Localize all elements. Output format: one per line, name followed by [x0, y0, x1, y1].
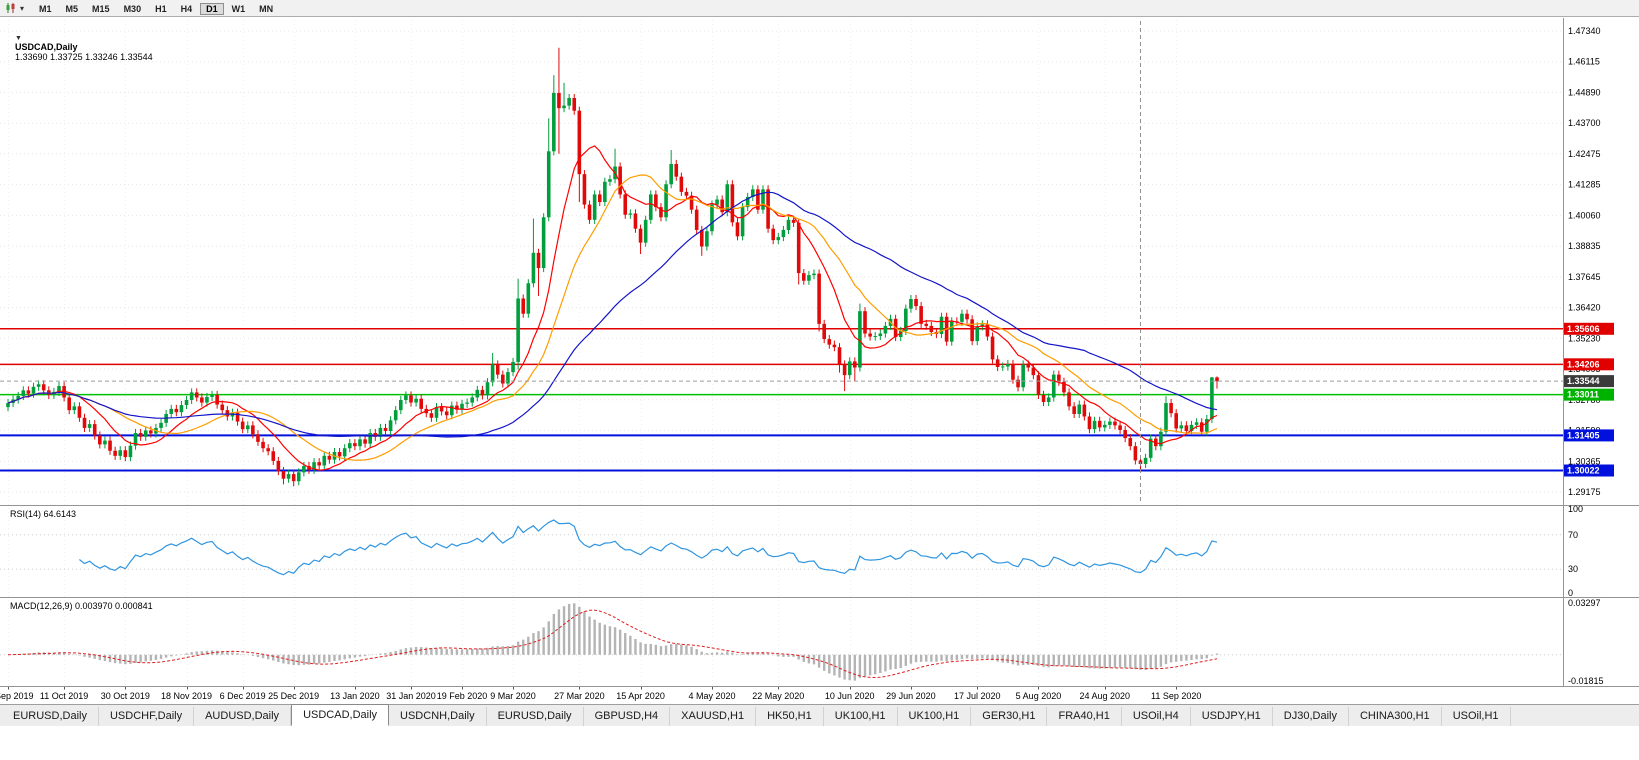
chart-canvas[interactable]: 1.47340 1.46115 1.44890 1.43700 1.42475 1.412… — [0, 18, 1639, 704]
svg-text:1.29175: 1.29175 — [1568, 487, 1601, 497]
timeframe-button-MN[interactable]: MN — [259, 4, 274, 14]
svg-text:1.31405: 1.31405 — [1567, 430, 1600, 440]
rsi-indicator-label: RSI(14) 64.6143 — [10, 509, 77, 519]
svg-text:29 Jun 2020: 29 Jun 2020 — [886, 691, 936, 701]
macd-layer — [0, 603, 1563, 681]
period-buttons: M1 M5 M15 M30 H1 H4 D1 W1 MN — [32, 0, 280, 17]
symbol-dropdown-icon[interactable]: ▼ — [15, 35, 22, 42]
svg-text:1.40060: 1.40060 — [1568, 210, 1601, 220]
moving-averages-layer — [7, 145, 1218, 471]
chart-tab-GBPUSD-H4[interactable]: GBPUSD,H4 — [584, 707, 671, 726]
svg-text:6 Dec 2019: 6 Dec 2019 — [220, 691, 266, 701]
svg-text:1.47340: 1.47340 — [1568, 26, 1601, 36]
chart-tab-USOil-H4[interactable]: USOil,H4 — [1122, 707, 1191, 726]
svg-text:1.44890: 1.44890 — [1568, 87, 1601, 97]
svg-text:1.30022: 1.30022 — [1567, 466, 1600, 476]
svg-text:15 Apr 2020: 15 Apr 2020 — [616, 691, 665, 701]
svg-text:1.36420: 1.36420 — [1568, 303, 1601, 313]
chart-tab-USDCAD-Daily[interactable]: USDCAD,Daily — [291, 704, 390, 726]
chart-type-icon[interactable] — [4, 2, 18, 14]
timeframe-button-M15[interactable]: M15 — [92, 4, 110, 14]
svg-text:30 Oct 2019: 30 Oct 2019 — [101, 691, 150, 701]
svg-text:1.34206: 1.34206 — [1567, 359, 1600, 369]
svg-text:4 May 2020: 4 May 2020 — [688, 691, 735, 701]
svg-text:1.30365: 1.30365 — [1568, 456, 1601, 466]
chart-tab-USOil-H1[interactable]: USOil,H1 — [1442, 707, 1511, 726]
chart-tab-UK100-H1[interactable]: UK100,H1 — [898, 707, 972, 726]
svg-text:25 Dec 2019: 25 Dec 2019 — [268, 691, 319, 701]
timeframe-button-D1[interactable]: D1 — [200, 3, 224, 15]
svg-text:-0.01815: -0.01815 — [1568, 676, 1604, 686]
svg-text:1.33544: 1.33544 — [1567, 376, 1600, 386]
current-price-layer — [0, 21, 1563, 502]
svg-text:1.43700: 1.43700 — [1568, 118, 1601, 128]
chart-tab-USDCHF-Daily[interactable]: USDCHF,Daily — [99, 707, 195, 726]
svg-text:1.37645: 1.37645 — [1568, 272, 1601, 282]
toolbar-caret-icon[interactable]: ▾ — [20, 3, 25, 13]
chart-tab-DJ30-Daily[interactable]: DJ30,Daily — [1273, 707, 1349, 726]
svg-text:23 Sep 2019: 23 Sep 2019 — [0, 691, 34, 701]
chart-tab-AUDUSD-Daily[interactable]: AUDUSD,Daily — [194, 707, 292, 726]
chart-tab-XAUUSD-H1[interactable]: XAUUSD,H1 — [670, 707, 757, 726]
chart-tab-HK50-H1[interactable]: HK50,H1 — [756, 707, 824, 726]
chart-tab-FRA40-H1[interactable]: FRA40,H1 — [1047, 707, 1122, 726]
chart-tab-CHINA300-H1[interactable]: CHINA300,H1 — [1349, 707, 1442, 726]
svg-text:27 Mar 2020: 27 Mar 2020 — [554, 691, 605, 701]
timeframe-button-H4[interactable]: H4 — [180, 4, 193, 14]
symbol-ohlc-overlay: ▼ USDCAD,Daily 1.33690 1.33725 1.33246 1… — [10, 22, 153, 62]
timeframe-button-W1[interactable]: W1 — [231, 4, 246, 14]
svg-text:0: 0 — [1568, 588, 1573, 598]
svg-text:31 Jan 2020: 31 Jan 2020 — [386, 691, 436, 701]
chart-tab-EURUSD-Daily[interactable]: EURUSD,Daily — [2, 707, 99, 726]
svg-text:1.35606: 1.35606 — [1567, 324, 1600, 334]
svg-text:13 Jan 2020: 13 Jan 2020 — [330, 691, 380, 701]
chart-tabs-bar: EURUSD,Daily USDCHF,Daily AUDUSD,Daily USDC… — [0, 704, 1639, 726]
svg-text:1.46115: 1.46115 — [1568, 57, 1600, 67]
svg-text:1.35230: 1.35230 — [1568, 333, 1601, 343]
svg-text:30: 30 — [1568, 564, 1578, 574]
chart-tab-GER30-H1[interactable]: GER30,H1 — [971, 707, 1048, 726]
svg-text:11 Oct 2019: 11 Oct 2019 — [40, 691, 88, 701]
timeframe-button-H1[interactable]: H1 — [155, 4, 167, 14]
candles-layer — [6, 47, 1219, 487]
svg-text:1.41285: 1.41285 — [1568, 180, 1601, 190]
chart-tab-UK100-H1[interactable]: UK100,H1 — [824, 707, 898, 726]
chart-tab-USDCNH-Daily[interactable]: USDCNH,Daily — [389, 707, 487, 726]
svg-text:9 Mar 2020: 9 Mar 2020 — [490, 691, 536, 701]
rsi-layer — [0, 519, 1563, 576]
svg-text:18 Nov 2019: 18 Nov 2019 — [161, 691, 212, 701]
horizontal-levels-layer — [0, 328, 1563, 472]
svg-text:0.03297: 0.03297 — [1568, 598, 1601, 608]
grid-layer — [0, 20, 1563, 687]
timeframe-button-M5[interactable]: M5 — [65, 4, 79, 14]
svg-text:24 Aug 2020: 24 Aug 2020 — [1079, 691, 1130, 701]
svg-text:19 Feb 2020: 19 Feb 2020 — [437, 691, 488, 701]
timeframe-button-M30[interactable]: M30 — [123, 4, 142, 14]
svg-text:11 Sep 2020: 11 Sep 2020 — [1151, 691, 1201, 701]
svg-text:1.38835: 1.38835 — [1568, 241, 1601, 251]
axis-layer: 1.47340 1.46115 1.44890 1.43700 1.42475 1.412… — [0, 18, 1639, 701]
svg-text:17 Jul 2020: 17 Jul 2020 — [954, 691, 1001, 701]
symbol-ohlc-values: 1.33690 1.33725 1.33246 1.33544 — [15, 52, 153, 62]
symbol-title: USDCAD,Daily — [15, 42, 78, 52]
svg-text:1.33011: 1.33011 — [1567, 390, 1599, 400]
svg-text:5 Aug 2020: 5 Aug 2020 — [1016, 691, 1062, 701]
svg-text:1.42475: 1.42475 — [1568, 149, 1601, 159]
timeframe-button-M1[interactable]: M1 — [39, 4, 52, 14]
svg-text:70: 70 — [1568, 530, 1578, 540]
svg-text:10 Jun 2020: 10 Jun 2020 — [825, 691, 875, 701]
chart-tab-EURUSD-Daily[interactable]: EURUSD,Daily — [487, 707, 584, 726]
svg-text:22 May 2020: 22 May 2020 — [752, 691, 804, 701]
macd-indicator-label: MACD(12,26,9) 0.003970 0.000841 — [10, 601, 153, 611]
svg-text:100: 100 — [1568, 504, 1583, 514]
candlestick-glyph — [6, 3, 15, 13]
chart-tab-USDJPY-H1[interactable]: USDJPY,H1 — [1191, 707, 1273, 726]
timeframe-toolbar: ▾ M1 M5 M15 M30 H1 H4 D1 W1 MN — [0, 0, 1639, 17]
